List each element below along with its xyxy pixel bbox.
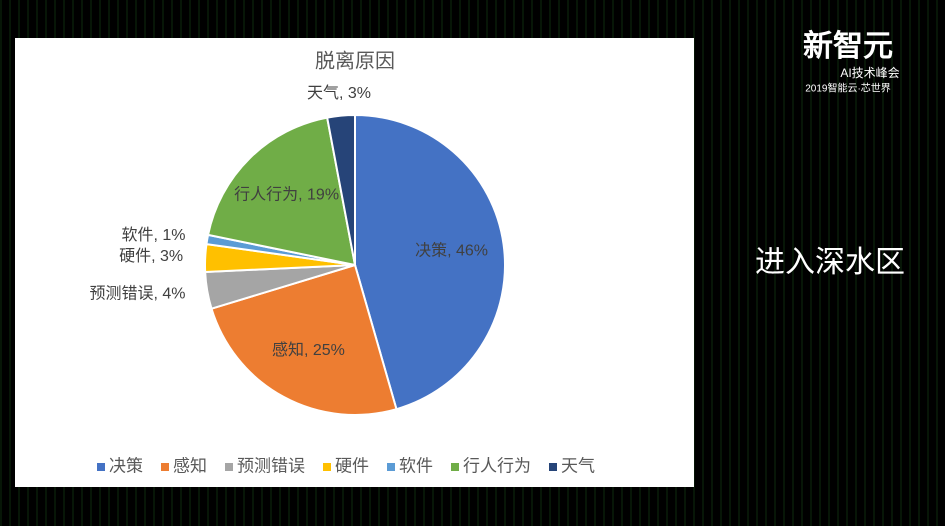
legend-label: 预测错误 bbox=[237, 456, 305, 475]
legend-swatch bbox=[97, 463, 105, 471]
legend-swatch bbox=[451, 463, 459, 471]
data-label: 硬件, 3% bbox=[119, 247, 183, 265]
legend-swatch bbox=[323, 463, 331, 471]
data-label: 预测错误, 4% bbox=[89, 285, 185, 303]
legend-swatch bbox=[387, 463, 395, 471]
logo-sub: AI技术峰会 bbox=[840, 66, 899, 80]
pie-slice bbox=[325, 113, 356, 266]
data-label: 感知, 25% bbox=[272, 341, 345, 359]
data-label: 软件, 1% bbox=[121, 226, 185, 244]
pie-slice bbox=[206, 116, 357, 267]
legend-label: 决策 bbox=[109, 456, 143, 475]
pie-slice bbox=[210, 263, 398, 416]
pie-chart: 决策, 46% 感知, 25% 预测错误, 4% 硬件, 3% 软件, 1% 行人行为, … bbox=[89, 84, 595, 476]
pie-slice bbox=[354, 113, 506, 411]
legend-label: 天气 bbox=[561, 456, 595, 475]
legend-swatch bbox=[549, 463, 557, 471]
legend-label: 行人行为 bbox=[463, 456, 531, 475]
legend-label: 硬件 bbox=[335, 456, 369, 475]
legend-label: 软件 bbox=[399, 456, 433, 475]
logo: 新智元 bbox=[803, 30, 893, 63]
data-label: 决策, 46% bbox=[415, 242, 488, 260]
logo-line: 2019智能云·芯世界 bbox=[805, 82, 891, 95]
chart-title: 脱离原因 bbox=[315, 49, 395, 72]
slide-heading: 进入深水区 bbox=[755, 246, 905, 279]
legend-swatch bbox=[161, 463, 169, 471]
legend-label: 感知 bbox=[173, 456, 207, 475]
legend-swatch bbox=[225, 463, 233, 471]
data-label: 行人行为, 19% bbox=[234, 186, 339, 204]
data-label: 天气, 3% bbox=[307, 84, 371, 102]
